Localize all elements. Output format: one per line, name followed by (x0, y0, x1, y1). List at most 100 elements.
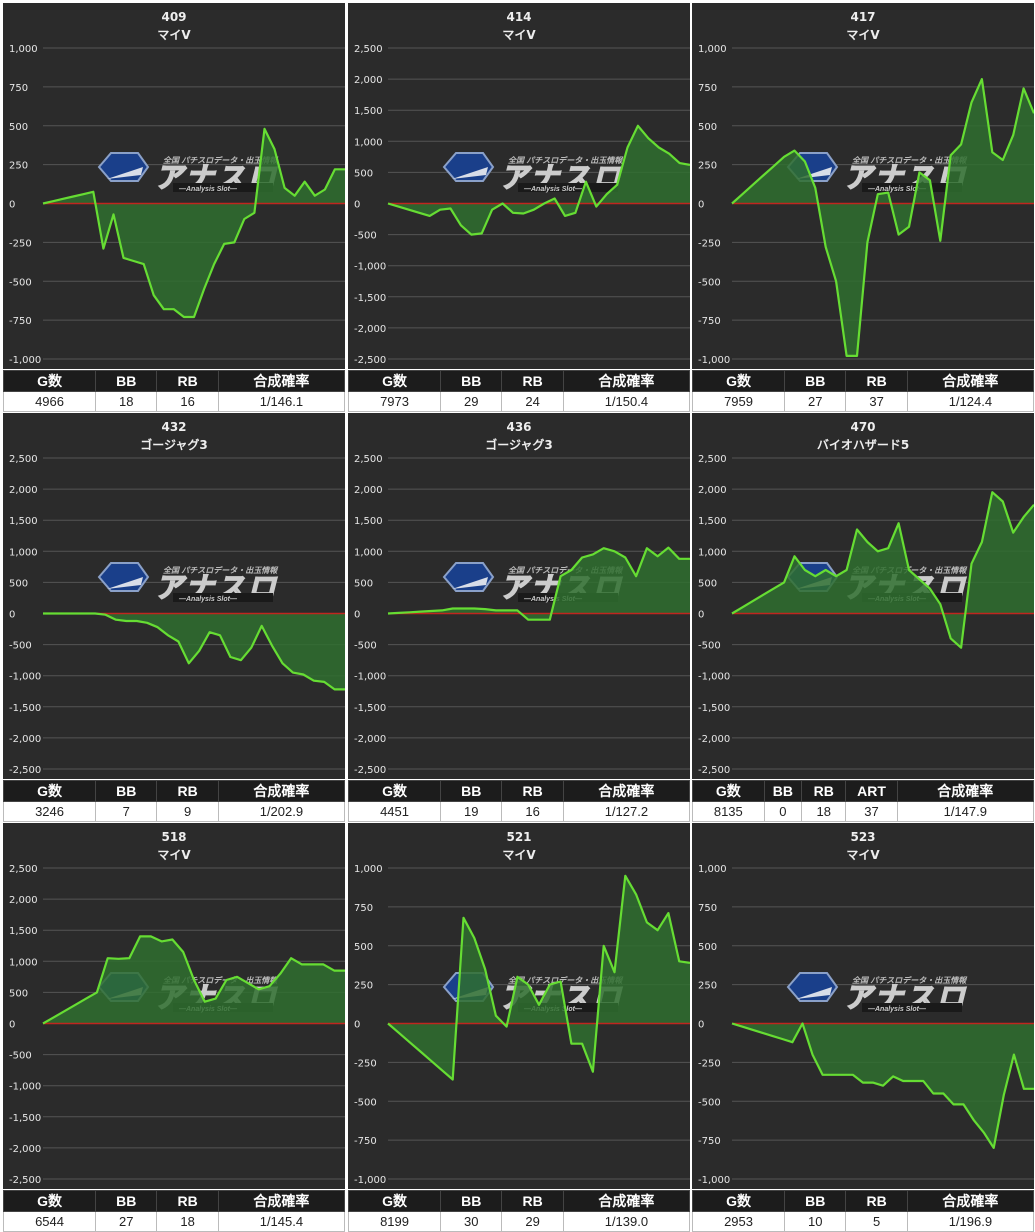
stats-header-cell: G数 (692, 780, 765, 802)
watermark-tagline: 全国 パチスロデータ・出玉情報 (852, 155, 968, 165)
y-tick-label: 750 (354, 903, 373, 914)
chart-svg: 2,500 2,000 1,500 1,000 500 0 -500 -1,000 -1,500… (354, 454, 690, 776)
machine-number: 432 (161, 420, 187, 434)
stats-table: G数 BB RB 合成確率 3246 7 9 1/202.9 (2, 780, 346, 822)
y-tick-label: -2,000 (9, 1144, 41, 1155)
y-tick-label: 250 (354, 981, 373, 992)
watermark-sub: —Analysis Slot— (523, 186, 583, 193)
slump-chart: 2,500 2,000 1,500 1,000 500 0 -500 -1,000 -1,500… (692, 413, 1034, 779)
y-tick-label: 0 (354, 1020, 360, 1031)
y-tick-label: -2,500 (9, 1175, 41, 1186)
stats-header-cell: BB (763, 780, 803, 802)
y-tick-label: 2,500 (9, 454, 38, 465)
watermark-tagline: 全国 パチスロデータ・出玉情報 (852, 975, 968, 985)
machine-name: マイV (157, 28, 191, 42)
stats-value-row: 2953 10 5 1/196.9 (691, 1211, 1035, 1232)
y-tick-label: -750 (698, 1136, 721, 1147)
stats-value-cell: 8135 (692, 801, 765, 822)
chart-svg: 1,000 750 500 250 0 -250 -500 -750 -1,000 全国 パチスロ… (698, 864, 1034, 1186)
stats-header-cell: BB (440, 370, 503, 392)
watermark-tagline: 全国 パチスロデータ・出玉情報 (163, 975, 279, 985)
stats-header-cell: 合成確率 (217, 780, 346, 802)
stats-value-cell: 7973 (347, 391, 442, 412)
stats-header-cell: 合成確率 (562, 1190, 691, 1212)
stats-header-cell: G数 (347, 1190, 442, 1212)
stats-header-cell: G数 (2, 1190, 97, 1212)
machine-name: マイV (846, 848, 880, 862)
y-tick-label: 0 (9, 200, 15, 211)
y-tick-label: 500 (9, 122, 28, 133)
y-tick-label: -2,500 (354, 355, 386, 366)
balance-area (388, 547, 690, 620)
stats-value-row: 8199 30 29 1/139.0 (347, 1211, 691, 1232)
machine-number: 436 (506, 420, 532, 434)
balance-area (732, 492, 1034, 648)
slump-chart: 1,000 750 500 250 0 -250 -500 -750 -1,000 全国 パチスロ… (692, 3, 1034, 369)
slump-chart: 2,500 2,000 1,500 1,000 500 0 -500 -1,000 -1,500… (348, 413, 690, 779)
y-tick-label: 500 (354, 168, 373, 179)
machine-number: 414 (506, 10, 532, 24)
stats-header-cell: RB (156, 370, 219, 392)
stats-header-cell: BB (440, 1190, 503, 1212)
stats-value-cell: 7 (95, 801, 158, 822)
stats-value-cell: 16 (501, 801, 564, 822)
watermark-sub: —Analysis Slot— (523, 596, 583, 603)
y-tick-label: 500 (354, 578, 373, 589)
stats-table: G数 BB RB 合成確率 4966 18 16 1/146.1 (2, 370, 346, 412)
stats-value-cell: 27 (784, 391, 847, 412)
stats-value-cell: 2953 (691, 1211, 786, 1232)
machine-name: マイV (157, 848, 191, 862)
stats-header-cell: G数 (2, 370, 97, 392)
stats-header-row: G数 BB RB 合成確率 (2, 780, 346, 802)
watermark-tagline: 全国 パチスロデータ・出玉情報 (508, 975, 624, 985)
stats-value-cell: 0 (763, 801, 803, 822)
machine-number: 521 (506, 830, 532, 844)
y-tick-label: 1,000 (698, 44, 727, 55)
stats-header-cell: RB (501, 1190, 564, 1212)
stats-header-row: G数 BB RB 合成確率 (2, 1190, 346, 1212)
stats-value-cell: 27 (95, 1211, 158, 1232)
watermark-tagline: 全国 パチスロデータ・出玉情報 (163, 155, 279, 165)
y-tick-label: -250 (698, 238, 721, 249)
stats-value-cell: 1/145.4 (217, 1211, 346, 1232)
y-tick-label: 0 (698, 1020, 704, 1031)
y-tick-label: 2,000 (9, 895, 38, 906)
stats-value-row: 4966 18 16 1/146.1 (2, 391, 346, 412)
watermark-sub: —Analysis Slot— (867, 1006, 927, 1013)
stats-table: G数 BB RB ART 合成確率 8135 0 18 37 1/147.9 (692, 780, 1035, 822)
y-tick-label: -750 (9, 316, 32, 327)
y-tick-label: -1,500 (9, 1113, 41, 1124)
balance-line (731, 1022, 1034, 1149)
stats-value-cell: 24 (501, 391, 564, 412)
slump-chart: 1,000 750 500 250 0 -250 -500 -750 -1,000 全国 パチスロ… (692, 823, 1034, 1189)
stats-header-cell: 合成確率 (217, 1190, 346, 1212)
stats-value-cell: 1/127.2 (562, 801, 691, 822)
y-tick-label: -1,000 (698, 672, 730, 683)
y-tick-label: 0 (354, 200, 360, 211)
y-tick-label: 750 (698, 83, 717, 94)
stats-value-row: 7973 29 24 1/150.4 (347, 391, 691, 412)
stats-value-cell: 1/146.1 (217, 391, 346, 412)
machine-number: 409 (161, 10, 187, 24)
y-tick-label: -1,000 (9, 1082, 41, 1093)
stats-value-cell: 18 (156, 1211, 219, 1232)
balance-line (731, 77, 1034, 357)
machine-panel: 1,000 750 500 250 0 -250 -500 -750 -1,000 全国 パチスロ… (2, 3, 346, 412)
stats-header-cell: RB (501, 370, 564, 392)
stats-value-cell: 18 (801, 801, 847, 822)
stats-header-cell: 合成確率 (217, 370, 346, 392)
machine-name: ゴージャグ3 (485, 438, 553, 452)
y-tick-label: 1,000 (698, 547, 727, 558)
y-tick-label: -500 (354, 1097, 377, 1108)
y-tick-label: -1,500 (354, 703, 386, 714)
machine-name: マイV (846, 28, 880, 42)
stats-header-cell: G数 (691, 370, 786, 392)
stats-header-row: G数 BB RB ART 合成確率 (692, 780, 1035, 802)
y-tick-label: 2,500 (698, 454, 727, 465)
chart-svg: 1,000 750 500 250 0 -250 -500 -750 -1,000 全国 パチスロ… (9, 44, 345, 366)
y-tick-label: 0 (354, 610, 360, 621)
y-tick-label: 1,500 (9, 516, 38, 527)
balance-area (43, 936, 345, 1024)
